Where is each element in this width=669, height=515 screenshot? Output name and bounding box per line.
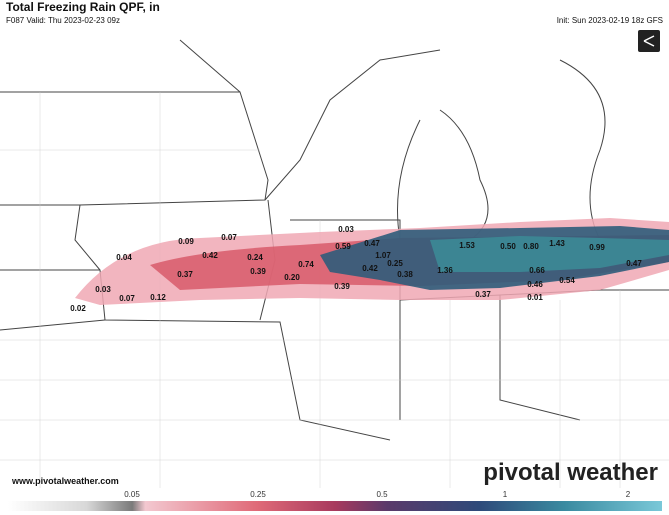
point-label: 0.04 xyxy=(116,253,132,262)
colorbar-tick-label: 1 xyxy=(503,490,508,499)
point-label: 0.03 xyxy=(95,285,111,294)
point-label: 0.09 xyxy=(178,237,194,246)
colorbar-tick-label: 0.05 xyxy=(124,490,140,499)
point-label: 0.99 xyxy=(589,243,605,252)
title: Total Freezing Rain QPF, in xyxy=(6,0,160,14)
point-label: 0.20 xyxy=(284,273,300,282)
point-label: 0.01 xyxy=(527,293,543,302)
point-label: 0.07 xyxy=(119,294,135,303)
share-button[interactable] xyxy=(638,30,660,52)
point-label: 0.37 xyxy=(475,290,491,299)
point-label: 0.39 xyxy=(250,267,266,276)
point-label: 0.25 xyxy=(387,259,403,268)
point-label: 0.37 xyxy=(177,270,193,279)
point-label: 0.38 xyxy=(397,270,413,279)
share-icon xyxy=(643,35,655,47)
point-label: 0.47 xyxy=(364,239,380,248)
colorbar-tick-label: 0.5 xyxy=(376,490,388,499)
point-label: 0.12 xyxy=(150,293,166,302)
point-label: 0.39 xyxy=(334,282,350,291)
point-label: 0.46 xyxy=(527,280,543,289)
point-label: 1.36 xyxy=(437,266,453,275)
point-label: 0.59 xyxy=(335,242,351,251)
point-label: 0.03 xyxy=(338,225,354,234)
point-label: 1.07 xyxy=(375,251,391,260)
point-label: 1.43 xyxy=(549,239,565,248)
valid-time: F087 Valid: Thu 2023-02-23 09z xyxy=(6,16,120,25)
point-label: 0.47 xyxy=(626,259,642,268)
freezing-rain-heaviest xyxy=(430,236,669,272)
point-label: 0.80 xyxy=(523,242,539,251)
point-label: 0.42 xyxy=(362,264,378,273)
point-label: 0.74 xyxy=(298,260,314,269)
colorbar xyxy=(8,501,662,511)
point-label: 0.02 xyxy=(70,304,86,313)
point-label: 1.53 xyxy=(459,241,475,250)
colorbar-tick-label: 2 xyxy=(626,490,631,499)
colorbar-ticks: 0.05 0.25 0.5 1 2 xyxy=(124,490,631,499)
header-bar xyxy=(0,0,669,28)
point-label: 0.54 xyxy=(559,276,575,285)
point-label: 0.24 xyxy=(247,253,263,262)
point-label: 0.07 xyxy=(221,233,237,242)
point-label: 0.42 xyxy=(202,251,218,260)
point-label: 0.50 xyxy=(500,242,516,251)
point-label: 0.66 xyxy=(529,266,545,275)
colorbar-tick-label: 0.25 xyxy=(250,490,266,499)
site-url: www.pivotalweather.com xyxy=(11,476,119,486)
brand-watermark: pivotal weather xyxy=(483,459,658,486)
point-labels: 0.040.090.420.070.370.030.07 0.120.020.24… xyxy=(70,225,642,313)
init-time: Init: Sun 2023-02-19 18z GFS xyxy=(557,16,663,25)
